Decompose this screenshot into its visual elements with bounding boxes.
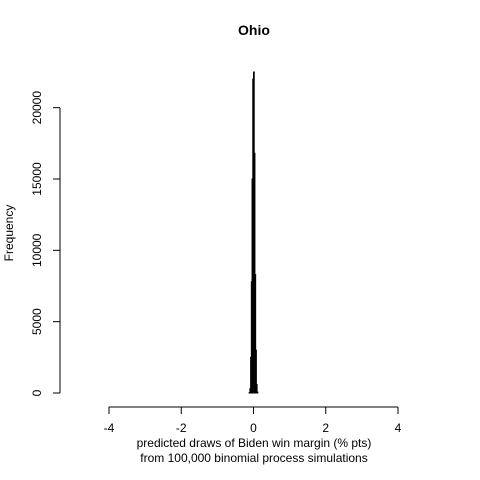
y-tick-label: 10000 xyxy=(30,233,44,267)
y-axis-label: Frequency xyxy=(2,205,16,262)
x-axis: -4 -2 0 2 4 xyxy=(104,406,402,435)
x-tick-label: 0 xyxy=(250,421,257,435)
x-tick-label: -4 xyxy=(104,421,115,435)
y-tick-label: 0 xyxy=(30,389,44,396)
x-tick-label: 2 xyxy=(322,421,329,435)
histogram-bars xyxy=(248,71,259,394)
y-axis: 0 5000 10000 15000 20000 xyxy=(30,91,61,396)
y-tick-label: 5000 xyxy=(30,308,44,335)
chart-title: Ohio xyxy=(238,22,270,38)
y-tick-label: 15000 xyxy=(30,162,44,196)
x-axis-label-line2: from 100,000 binomial process simulation… xyxy=(140,451,367,465)
x-tick-label: 4 xyxy=(395,421,402,435)
y-tick-label: 20000 xyxy=(30,91,44,125)
x-tick-label: -2 xyxy=(176,421,187,435)
histogram-bar xyxy=(256,391,259,394)
x-axis-label: predicted draws of Biden win margin (% p… xyxy=(137,436,372,450)
